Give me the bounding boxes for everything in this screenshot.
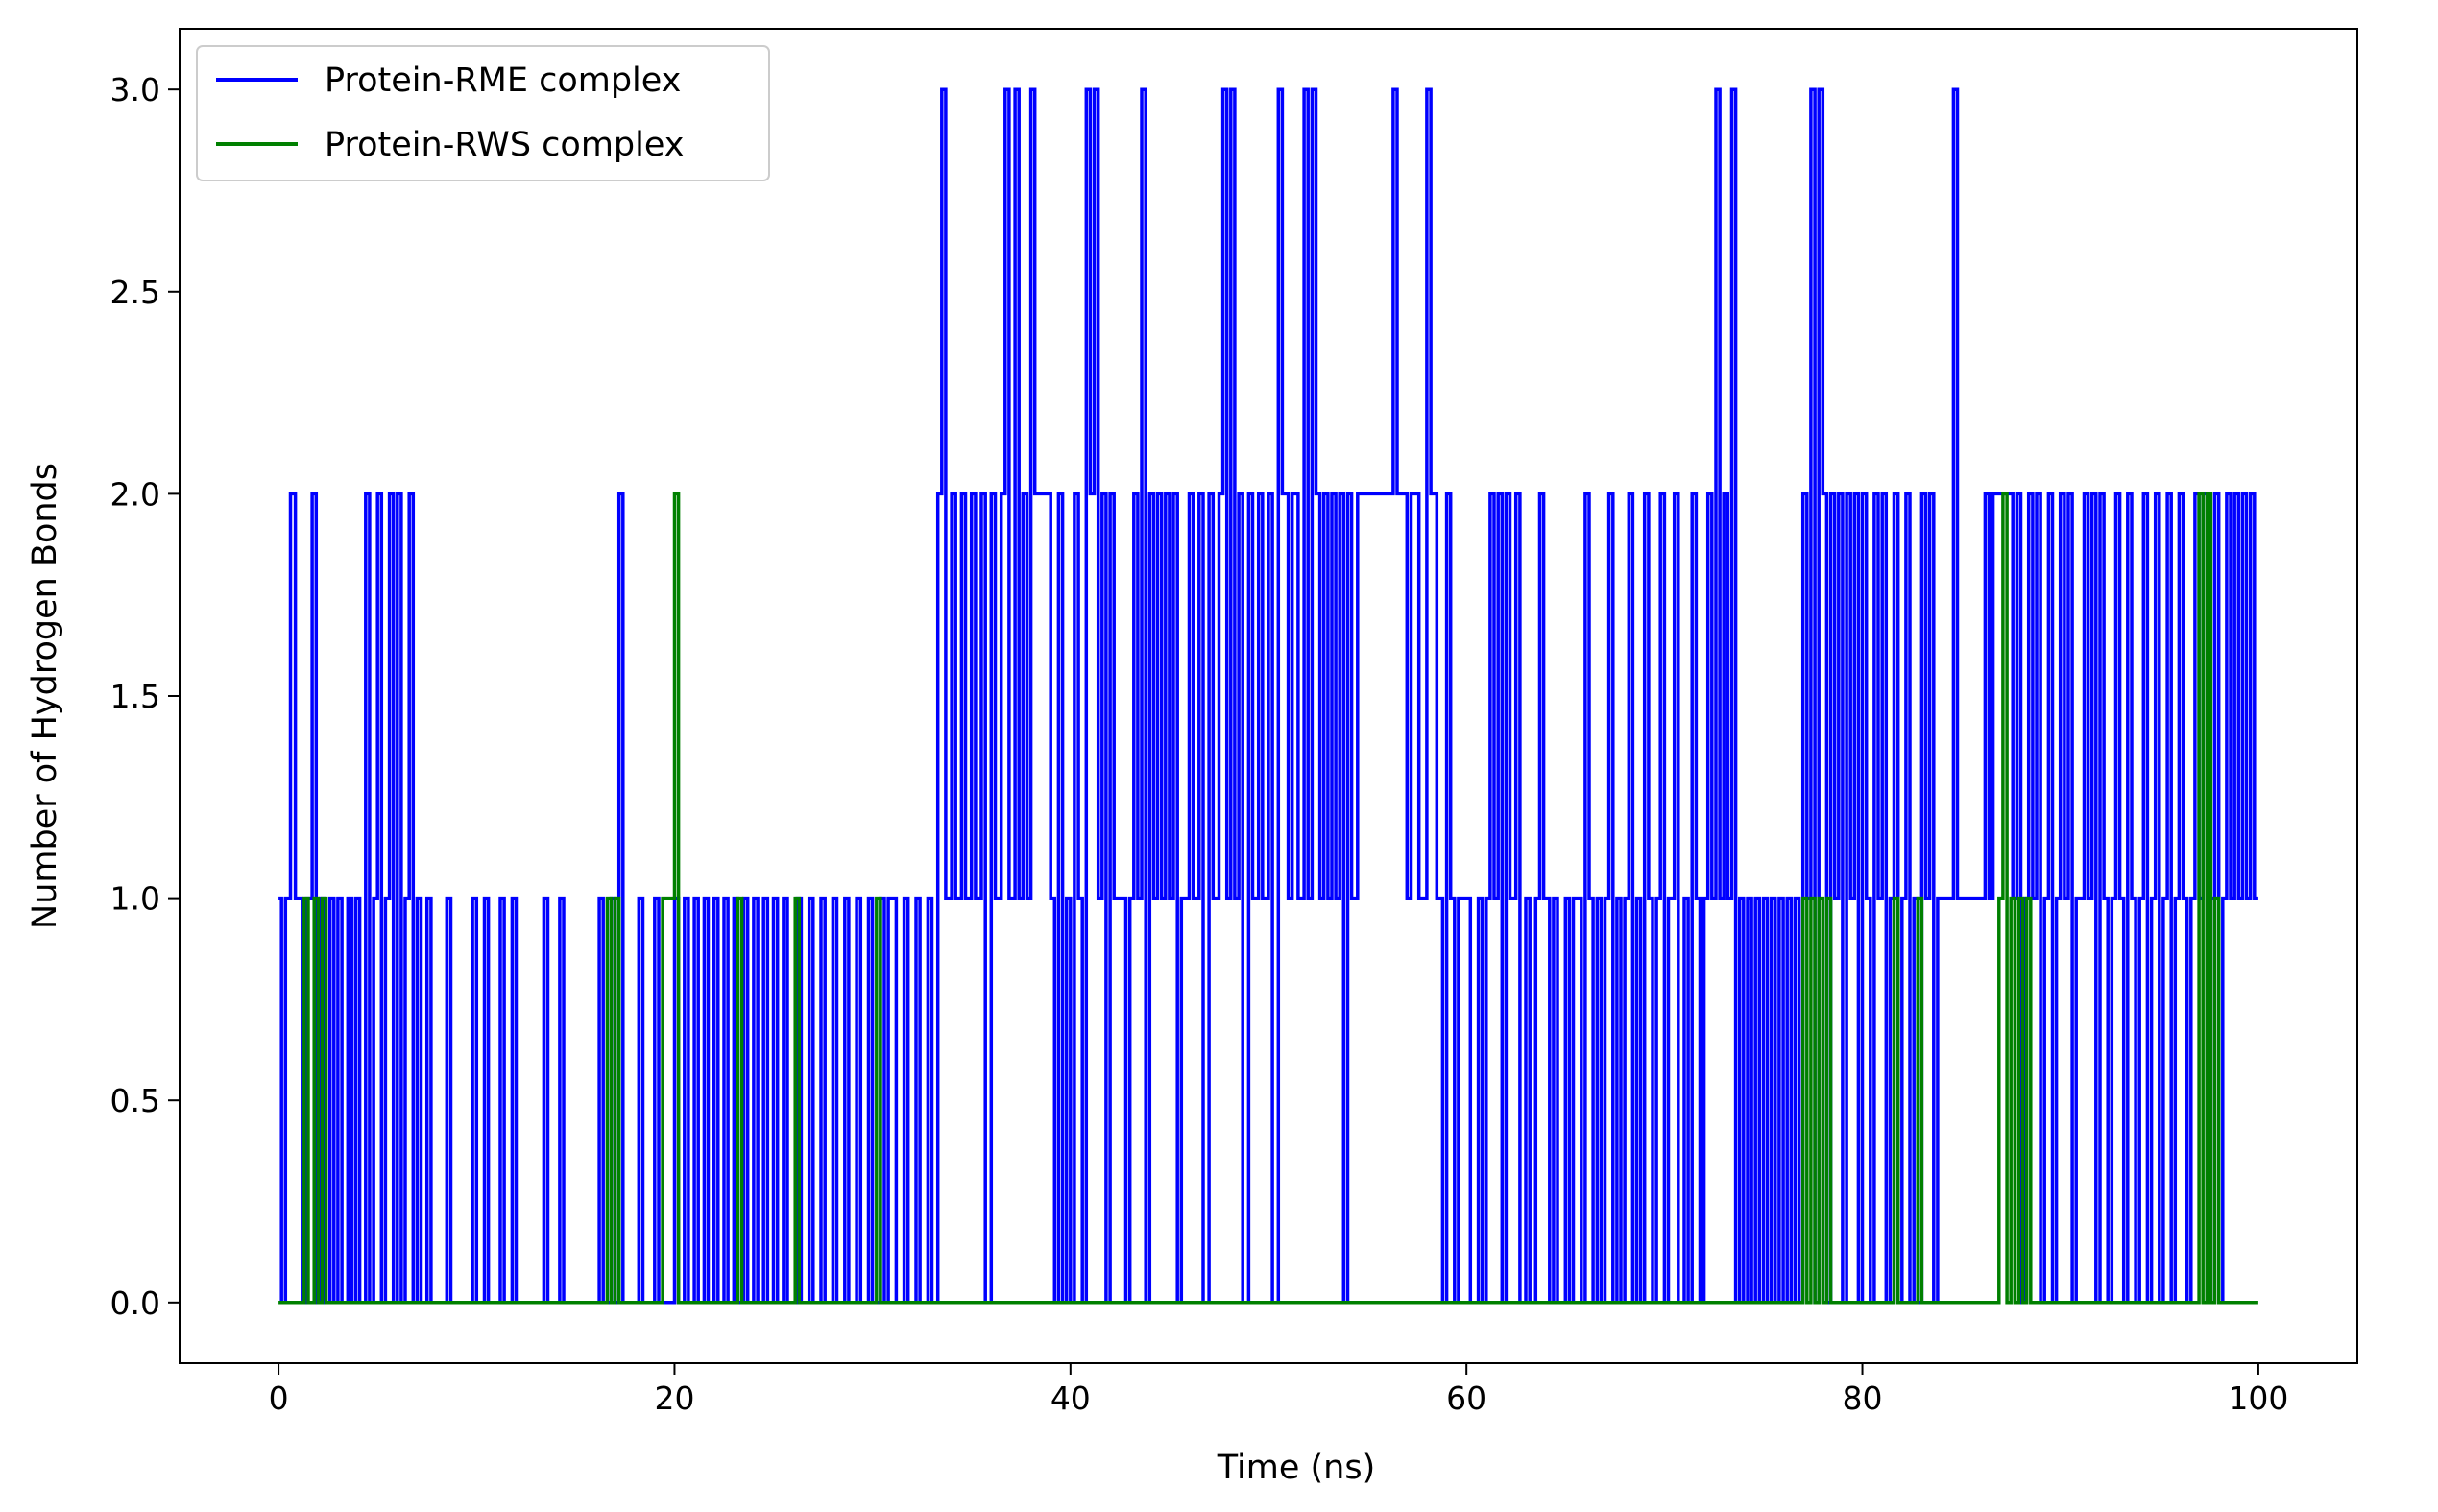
series-line-rws [278, 492, 2258, 1305]
x-tick-label: 0 [269, 1380, 289, 1417]
y-tick-label: 1.5 [110, 678, 160, 715]
x-tick-label: 100 [2228, 1380, 2288, 1417]
y-tick-label: 3.0 [110, 71, 160, 108]
x-tick-label: 40 [1050, 1380, 1091, 1417]
legend-label-rws: Protein-RWS complex [325, 126, 685, 164]
legend-frame [196, 45, 770, 181]
y-tick-label: 0.5 [110, 1082, 160, 1119]
y-tick-label: 0.0 [110, 1284, 160, 1322]
x-axis-title: Time (ns) [1217, 1449, 1376, 1487]
series-layer [278, 87, 2258, 1305]
y-tick-label: 1.0 [110, 880, 160, 918]
legend-label-rme: Protein-RME complex [325, 61, 681, 100]
x-tick-label: 80 [1843, 1380, 1883, 1417]
x-tick-label: 20 [654, 1380, 694, 1417]
y-axis-title: Number of Hydrogen Bonds [26, 463, 64, 929]
y-axis: 0.0 0.5 1.0 1.5 2.0 2.5 3.0 [110, 71, 180, 1322]
y-tick-label: 2.5 [110, 274, 160, 311]
y-tick-label: 2.0 [110, 475, 160, 513]
legend: Protein-RME complex Protein-RWS complex [196, 45, 770, 181]
x-axis: 0 20 40 60 80 100 [269, 1363, 2288, 1417]
x-tick-label: 60 [1446, 1380, 1486, 1417]
